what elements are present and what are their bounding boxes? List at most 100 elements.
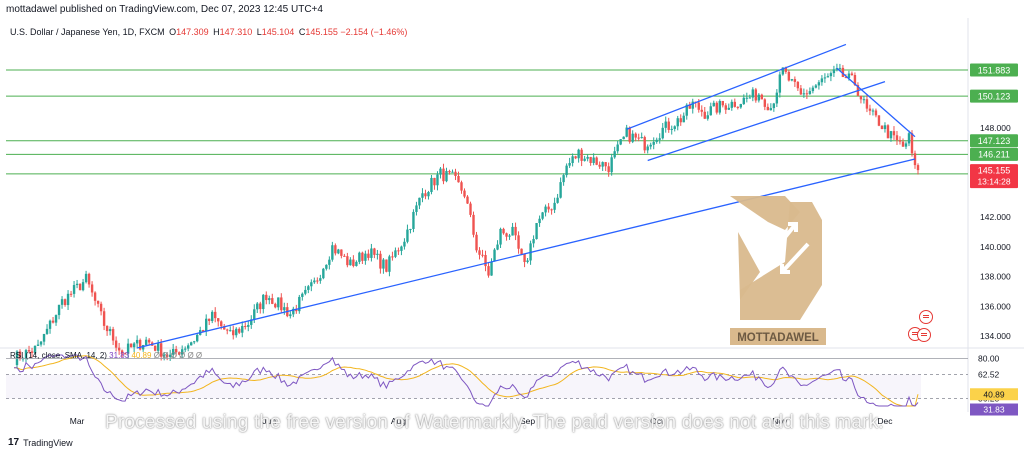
candle-body [177,352,181,355]
candle-body [766,106,770,111]
candle-body [69,293,73,295]
candle-body [322,268,325,279]
candle-body [826,76,830,78]
candle-body [709,106,712,116]
candle-body [367,253,370,258]
level-badge-label: 146.211 [978,150,1010,160]
candle-body [730,101,733,108]
rsi-sma-line [14,355,919,407]
candle-body [189,342,193,346]
candle-body [217,318,220,322]
candle-body [27,350,31,352]
candle-body [667,121,670,130]
candle-body [625,127,628,137]
rsi-badge-label: 31.83 [983,405,1005,415]
rsi-badge [970,403,1018,416]
candle-body [63,299,67,306]
candle-body [442,168,445,182]
candle-body [153,345,157,351]
candle-body [238,328,241,333]
price-tick-label: 142.000 [980,212,1011,222]
close-value: 145.155 [305,27,338,37]
candle-body [132,343,136,348]
candle-body [688,104,691,109]
candle-body [472,214,475,235]
candle-body [799,88,803,95]
candle-body [823,77,827,79]
candle-body [385,259,388,272]
candle-body [33,345,37,353]
candle-body [601,162,604,167]
us-flag-event-icon[interactable] [917,328,931,342]
candle-body [343,255,346,257]
symbol-legend: U.S. Dollar / Japanese Yen, 1D, FXCM O14… [10,27,407,37]
candle-body [631,133,634,142]
candle-body [433,177,436,186]
candle-body [772,103,776,109]
candle-body [361,252,364,261]
candle-body [565,165,568,176]
candle-body [898,140,902,142]
candle-body [45,328,49,334]
candle-body [610,157,613,173]
rsi-sma-badge-label: 40.89 [983,389,1005,399]
time-tick-label: Mar [70,416,85,426]
trend-line [136,158,916,349]
rsi-empty-values: Ø Ø Ø Ø Ø Ø [153,351,203,360]
candle-body [895,135,899,141]
candle-body [574,156,577,159]
candle-body [114,340,118,348]
candle-body [409,228,412,230]
candle-body [271,298,274,304]
candle-body [508,235,511,237]
candle-body [418,197,421,206]
candle-body [96,300,100,304]
candle-body [81,282,85,291]
candle-body [403,241,406,247]
candle-body [655,139,658,142]
candle-body [496,244,499,250]
low-label: L [256,27,262,37]
candle-body [241,325,244,333]
candle-body [736,106,740,108]
candle-body [355,261,358,266]
candle-body [364,253,367,261]
candle-body [724,105,727,110]
candle-body [595,157,598,165]
candle-body [622,136,625,140]
candle-body [664,121,667,128]
candle-body [99,303,103,312]
candle-body [871,110,875,112]
trend-line [836,67,916,138]
candle-body [349,259,352,266]
candle-body [108,329,112,332]
open-label: O [169,27,177,37]
candle-body [892,131,896,136]
tradingview-logo-icon: 17 [8,437,20,448]
candle-body [186,345,190,349]
level-badge-label: 150.123 [978,91,1011,101]
candle-body [60,299,64,305]
candle-body [691,101,694,109]
published-caption: mottadawel published on TradingView.com,… [6,4,323,15]
candle-body [430,177,433,193]
candle-body [36,344,40,346]
candle-body [493,249,496,262]
candle-body [229,330,232,332]
candle-body [211,311,214,322]
candle-body [571,156,574,164]
candle-body [382,259,385,269]
candle-body [168,354,172,357]
candle-body [331,245,334,260]
candle-body [682,115,685,123]
candle-body [171,348,175,355]
level-badge-label: 151.883 [978,65,1011,75]
candle-body [90,284,94,293]
us-flag-event-icon[interactable] [919,310,933,324]
rsi-tick-label: 62.52 [978,370,1000,380]
candle-body [352,259,355,266]
candle-body [481,254,484,256]
watermark-banner: Processed using the free version of Wate… [105,412,884,433]
candle-body [226,329,229,331]
